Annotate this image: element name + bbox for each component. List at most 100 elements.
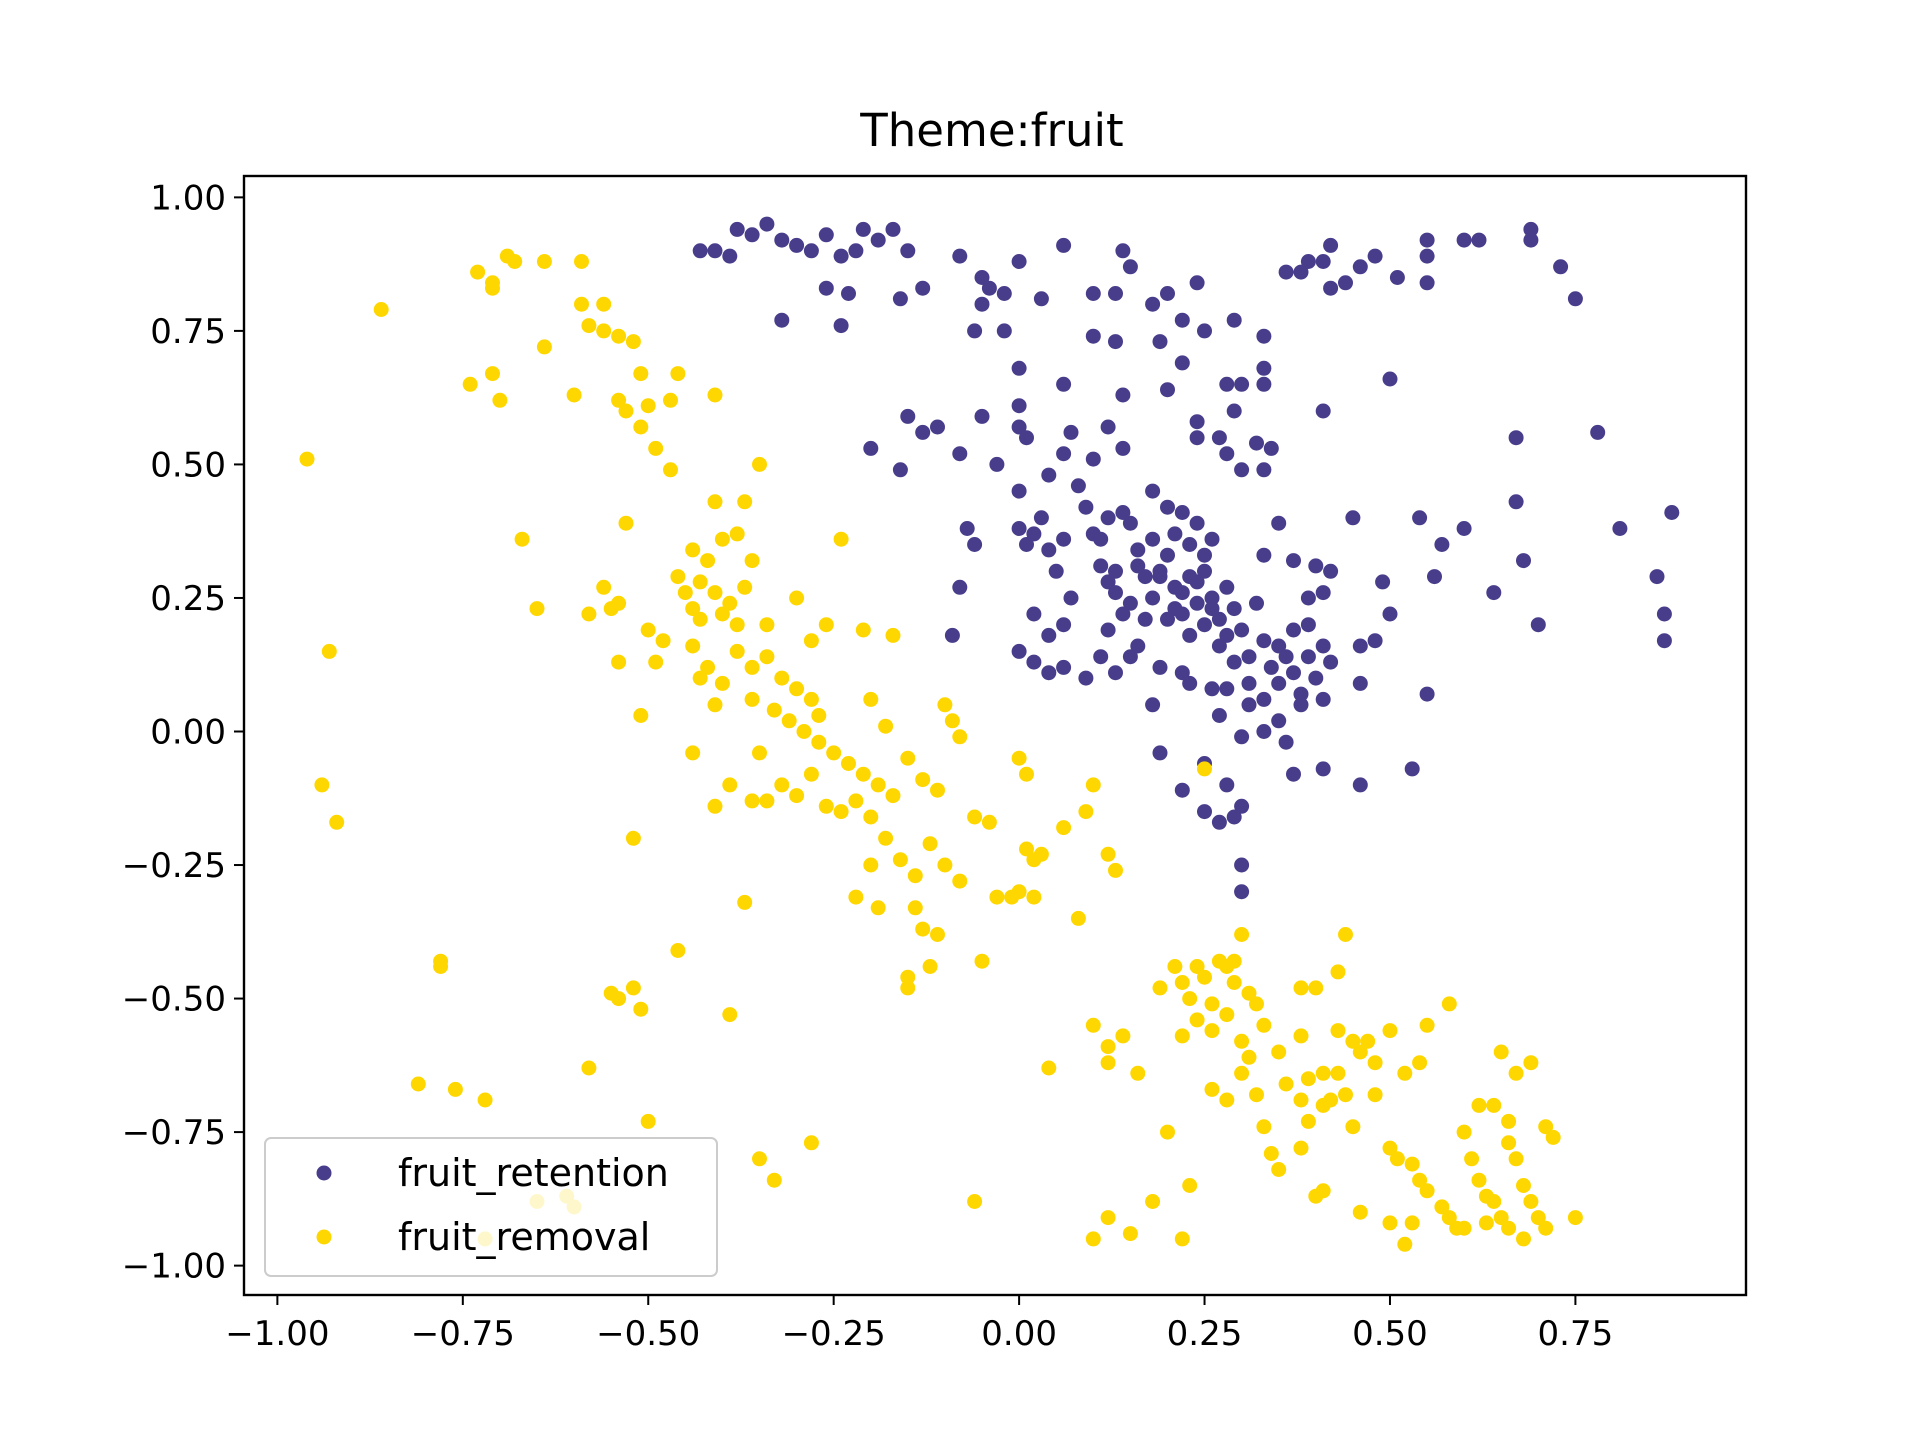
data-point: [1315, 638, 1331, 654]
data-point: [640, 398, 656, 414]
data-point: [1100, 1039, 1116, 1055]
data-point: [1115, 387, 1131, 403]
data-point: [1234, 927, 1250, 942]
data-point: [1501, 1220, 1517, 1236]
data-point: [915, 921, 931, 937]
data-point: [1211, 430, 1227, 446]
data-point: [1293, 264, 1309, 280]
data-point: [752, 745, 767, 761]
data-point: [729, 221, 745, 237]
data-point: [1033, 291, 1049, 307]
data-point: [566, 387, 582, 403]
data-point: [1249, 996, 1264, 1012]
data-point: [373, 302, 389, 317]
data-point: [1041, 467, 1057, 483]
data-point: [1256, 724, 1272, 739]
data-point: [1174, 1028, 1190, 1044]
data-point: [1130, 542, 1146, 558]
data-point: [1108, 286, 1123, 301]
data-point: [1300, 590, 1316, 606]
data-point: [1278, 649, 1294, 665]
data-point: [803, 243, 819, 259]
data-point: [1263, 659, 1279, 675]
data-point: [1145, 697, 1161, 713]
data-point: [1160, 382, 1175, 398]
data-point: [640, 1113, 656, 1129]
data-point: [1011, 884, 1027, 900]
data-point: [1115, 440, 1131, 456]
data-point: [744, 227, 760, 243]
data-point: [900, 980, 916, 996]
data-point: [1056, 659, 1072, 675]
data-point: [1174, 355, 1190, 371]
data-point: [1137, 611, 1153, 627]
data-point: [803, 766, 819, 782]
data-point: [1508, 430, 1524, 446]
data-point: [722, 777, 738, 793]
data-point: [1234, 622, 1250, 638]
data-point: [952, 579, 968, 595]
data-point: [640, 622, 656, 638]
data-point: [937, 857, 953, 873]
data-point: [967, 809, 983, 825]
data-point: [848, 243, 864, 259]
data-point: [737, 894, 753, 910]
data-point: [1278, 264, 1294, 280]
data-point: [781, 713, 797, 729]
data-point: [818, 798, 834, 814]
legend-marker-fruit_removal: [316, 1229, 332, 1245]
data-point: [1404, 1156, 1420, 1172]
data-point: [1338, 275, 1353, 291]
data-point: [766, 1172, 782, 1188]
data-point: [1234, 462, 1250, 478]
data-point: [1300, 1113, 1316, 1129]
data-point: [618, 403, 634, 419]
data-point: [1070, 478, 1086, 494]
data-point: [996, 323, 1012, 339]
data-point: [1167, 526, 1183, 542]
series-fruit_retention: [692, 216, 1680, 900]
data-point: [692, 574, 708, 590]
data-point: [1182, 991, 1198, 1007]
data-point: [1256, 691, 1272, 707]
data-point: [692, 670, 708, 686]
data-point: [1293, 1092, 1309, 1108]
data-point: [981, 814, 997, 830]
data-point: [1323, 280, 1339, 296]
data-point: [1211, 708, 1227, 723]
data-point: [1501, 1113, 1517, 1129]
data-point: [1056, 820, 1072, 836]
data-point: [952, 446, 968, 462]
data-point: [1093, 649, 1109, 665]
data-point: [1427, 569, 1442, 585]
data-point: [1330, 1023, 1346, 1039]
data-point: [974, 953, 990, 969]
data-point: [1508, 1065, 1524, 1081]
data-point: [833, 804, 849, 820]
data-point: [1241, 649, 1257, 665]
data-point: [707, 585, 723, 601]
data-point: [744, 553, 760, 569]
data-point: [1234, 1065, 1250, 1081]
data-point: [1189, 1012, 1205, 1028]
data-point: [1204, 590, 1220, 606]
data-point: [1256, 1119, 1272, 1135]
data-point: [1085, 1017, 1101, 1033]
data-point: [1219, 1007, 1235, 1023]
data-point: [574, 254, 589, 269]
data-point: [529, 601, 545, 617]
data-point: [1471, 232, 1487, 248]
data-point: [1352, 1044, 1368, 1060]
data-point: [1293, 980, 1309, 996]
data-point: [1211, 611, 1227, 627]
data-point: [1204, 996, 1220, 1012]
data-point: [1367, 1087, 1383, 1103]
data-point: [1656, 606, 1672, 622]
data-point: [1345, 1119, 1361, 1135]
data-point: [1367, 1055, 1383, 1071]
data-point: [996, 286, 1012, 301]
data-point: [1167, 601, 1183, 617]
data-point: [1041, 665, 1057, 681]
data-point: [1093, 531, 1109, 547]
data-point: [1130, 558, 1146, 574]
